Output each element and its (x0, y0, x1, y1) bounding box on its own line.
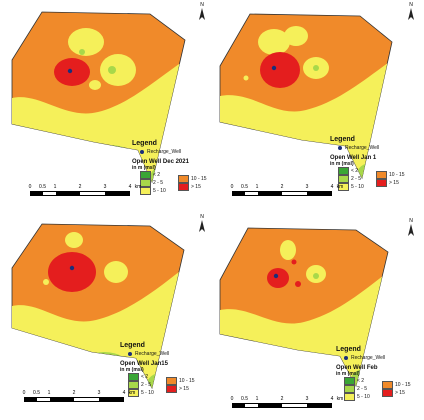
scale-bar: 0 0.5 1 2 3 4 km (231, 396, 343, 408)
zone-lt-2 (304, 155, 328, 171)
legend-title: Legend (336, 346, 361, 353)
map-panel-jan-15: N Legend Recharge_Well Open Well Jan15 i… (0, 210, 212, 420)
north-label: N (200, 2, 204, 8)
scale-unit: km (134, 184, 142, 190)
zone-5-10 (280, 240, 296, 260)
recharge-well-point-icon (271, 65, 277, 71)
legend-class-gt-15: > 15 (179, 386, 189, 392)
legend-class-lt-2: < 2 (153, 172, 161, 178)
scale-unit: km (336, 396, 344, 402)
zone-2-5 (79, 49, 85, 55)
legend-well-label: Recharge_Well (147, 149, 182, 155)
legend-class-2-5: 2 - 5 (153, 180, 164, 186)
scale-bar: 0 0.5 1 2 3 4 km (29, 184, 141, 196)
zone-2-5 (282, 352, 338, 386)
legend-class-5-10: 5 - 10 (153, 188, 166, 194)
zone-lt-2 (96, 364, 120, 380)
zone-5-10 (243, 75, 249, 81)
legend-class-lt-2: < 2 (351, 168, 359, 174)
map-legend: Legend Recharge_Well Open Well Jan15 in … (120, 342, 200, 397)
legend-title: Legend (330, 136, 355, 143)
zone-gt-15 (54, 58, 90, 86)
map-panel-jan-1: N Legend Recharge_Well Open Well Jan 1 i… (212, 0, 424, 210)
scale-bar: 0 0.5 1 2 3 4 km (23, 390, 135, 402)
zone-5-10 (104, 261, 128, 283)
map-canvas (219, 13, 393, 180)
scale-unit: km (128, 390, 136, 396)
legend-class-2-5: 2 - 5 (351, 176, 362, 182)
legend-class-10-15: 10 - 15 (389, 172, 405, 178)
legend-unit: in m (msl) (336, 371, 360, 377)
map-panel-feb: N Legend Recharge_Well Open Well Feb in … (212, 210, 424, 420)
north-arrow-icon: N (197, 214, 207, 232)
map-title: Open Well Jan 1 (330, 155, 377, 161)
zone-5-10 (68, 28, 104, 56)
recharge-well-point-icon (140, 150, 144, 154)
legend-unit: in m (msl) (132, 165, 156, 171)
north-label: N (409, 218, 413, 224)
zone-5-10 (258, 29, 290, 55)
recharge-well-point-icon (128, 352, 132, 356)
map-panel-dec-2021: N Legend Recharge_Well Open Well Dec 202… (0, 0, 212, 210)
zone-2-5 (313, 65, 319, 71)
zone-gt-15 (291, 259, 297, 265)
legend-unit: in m (msl) (120, 367, 144, 373)
legend-class-10-15: 10 - 15 (191, 176, 207, 182)
zone-2-5 (80, 145, 140, 182)
legend-class-lt-2: < 2 (141, 374, 149, 380)
map-legend: Legend Recharge_Well Open Well Jan 1 in … (330, 136, 410, 191)
scale-bar: 0 0.5 1 2 3 4 km (231, 184, 343, 196)
map-canvas (11, 11, 186, 184)
zone-gt-15 (267, 268, 289, 288)
legend-class-10-15: 10 - 15 (179, 378, 195, 384)
zone-5-10 (100, 54, 136, 86)
legend-unit: in m (msl) (330, 161, 354, 167)
scale-unit: km (336, 184, 344, 190)
north-arrow-icon: N (406, 218, 416, 236)
recharge-well-point-icon (338, 146, 342, 150)
legend-class-gt-15: > 15 (191, 184, 201, 190)
zone-lt-2 (302, 365, 326, 381)
legend-well-label: Recharge_Well (351, 355, 386, 361)
map-legend: Legend Recharge_Well Open Well Feb in m … (336, 346, 416, 401)
zone-5-10 (43, 279, 49, 285)
north-arrow-icon: N (406, 2, 416, 20)
zone-lt-2 (100, 159, 124, 177)
map-legend: Legend Recharge_Well Open Well Dec 2021 … (132, 140, 212, 195)
legend-class-5-10: 5 - 10 (141, 390, 154, 396)
legend-class-10-15: 10 - 15 (395, 382, 411, 388)
legend-class-2-5: 2 - 5 (141, 382, 152, 388)
zone-gt-15 (48, 252, 96, 292)
zone-gt-15 (295, 281, 301, 287)
legend-class-gt-15: > 15 (395, 390, 405, 396)
north-label: N (409, 2, 413, 8)
zone-2-5 (313, 273, 319, 279)
north-arrow-icon: N (197, 2, 207, 20)
north-label: N (200, 214, 204, 220)
map-title: Open Well Feb (336, 365, 378, 371)
zone-5-10 (284, 26, 308, 46)
legend-class-5-10: 5 - 10 (357, 394, 370, 400)
map-canvas (219, 227, 389, 388)
legend-title: Legend (132, 140, 157, 147)
recharge-well-point-icon (344, 356, 348, 360)
map-title: Open Well Jan15 (120, 361, 168, 367)
legend-title: Legend (120, 342, 145, 349)
zone-5-10 (65, 232, 83, 248)
zone-gt-15 (260, 52, 300, 88)
legend-well-label: Recharge_Well (345, 145, 380, 151)
legend-class-gt-15: > 15 (389, 180, 399, 186)
recharge-well-point-icon (69, 265, 75, 271)
legend-well-label: Recharge_Well (135, 351, 170, 357)
zone-5-10 (89, 80, 101, 90)
legend-class-lt-2: < 2 (357, 378, 365, 384)
recharge-well-point-icon (67, 68, 73, 74)
zone-2-5 (108, 66, 116, 74)
map-title: Open Well Dec 2021 (132, 159, 189, 165)
legend-class-5-10: 5 - 10 (351, 184, 364, 190)
recharge-well-point-icon (273, 273, 279, 279)
legend-class-2-5: 2 - 5 (357, 386, 368, 392)
